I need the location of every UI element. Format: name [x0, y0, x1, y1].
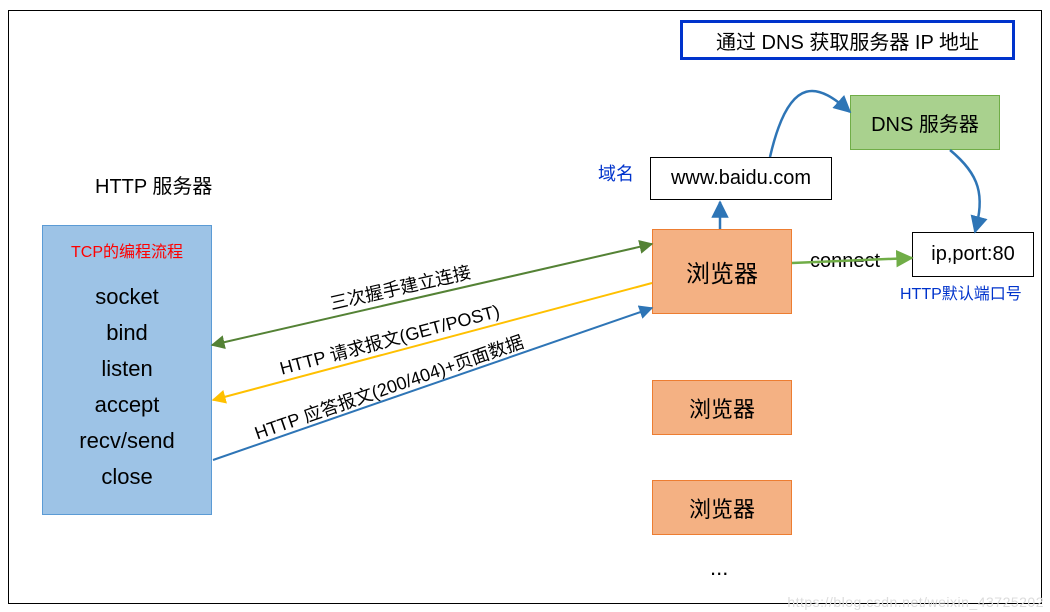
dns-title-box: 通过 DNS 获取服务器 IP 地址 — [680, 20, 1015, 60]
default-port-label: HTTP默认端口号 — [900, 280, 1022, 304]
watermark: https://blog.csdn.net/weixin_43725202 — [787, 594, 1044, 610]
http-server-title: HTTP 服务器 — [95, 170, 212, 199]
server-step-recvsend: recv/send — [79, 428, 174, 454]
dns-server-text: DNS 服务器 — [871, 108, 979, 137]
browser-3-text: 浏览器 — [689, 492, 755, 524]
browser-box-3: 浏览器 — [652, 480, 792, 535]
dns-title-text: 通过 DNS 获取服务器 IP 地址 — [716, 26, 979, 55]
browser-box-2: 浏览器 — [652, 380, 792, 435]
ip-port-box: ip,port:80 — [912, 232, 1034, 277]
http-server-box: TCP的编程流程 socket bind listen accept recv/… — [42, 225, 212, 515]
server-step-listen: listen — [101, 356, 152, 382]
ip-port-text: ip,port:80 — [931, 243, 1014, 266]
server-step-bind: bind — [106, 320, 148, 346]
server-step-close: close — [101, 464, 152, 490]
browser-main-text: 浏览器 — [686, 254, 758, 289]
domain-box: www.baidu.com — [650, 157, 832, 200]
domain-text: www.baidu.com — [671, 167, 811, 190]
browser-main-box: 浏览器 — [652, 229, 792, 314]
server-step-accept: accept — [95, 392, 160, 418]
server-step-socket: socket — [95, 284, 159, 310]
tcp-flow-label: TCP的编程流程 — [71, 238, 183, 262]
browser-ellipsis: ... — [710, 555, 728, 581]
connect-label: connect — [810, 250, 880, 273]
domain-label: 域名 — [598, 160, 634, 186]
dns-server-box: DNS 服务器 — [850, 95, 1000, 150]
browser-2-text: 浏览器 — [689, 392, 755, 424]
